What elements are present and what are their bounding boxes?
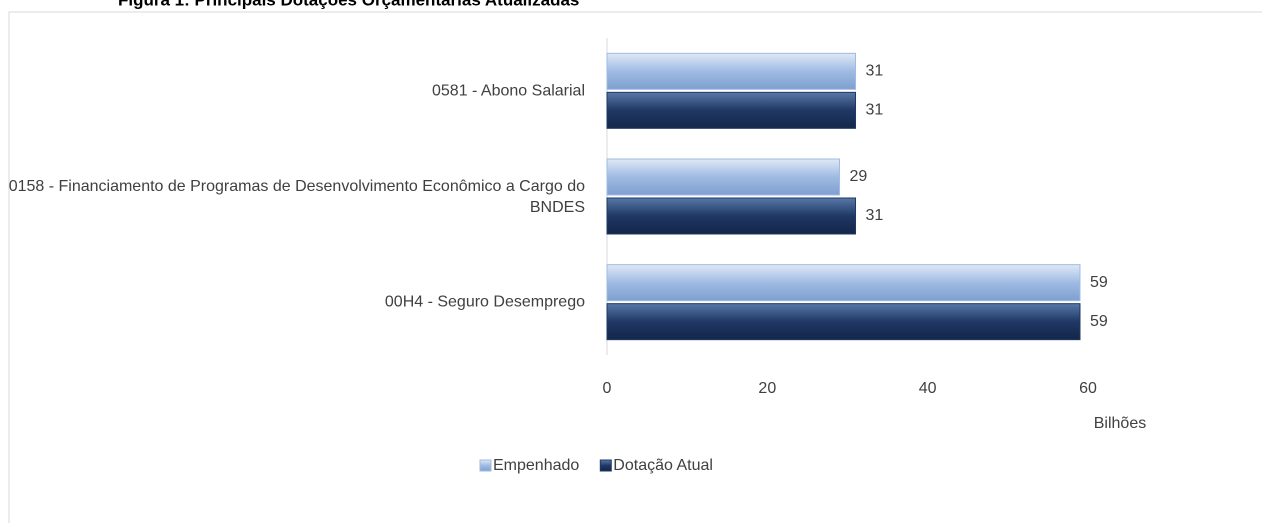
- bar: [606, 158, 840, 196]
- bar: [606, 264, 1081, 302]
- value-label: 31: [866, 207, 884, 224]
- x-axis-label: Bilhões: [1094, 415, 1146, 432]
- bar: [606, 91, 857, 129]
- legend-swatch: [479, 459, 492, 472]
- legend-label: Dotação Atual: [613, 457, 713, 474]
- x-tick-label: 0: [603, 380, 612, 397]
- y-tick-label: 00H4 - Seguro Desemprego: [384, 293, 585, 311]
- legend-swatch: [599, 459, 612, 472]
- x-tick-label: 60: [1079, 380, 1097, 397]
- legend-label: Empenhado: [493, 457, 579, 474]
- value-label: 59: [1090, 313, 1108, 330]
- value-label: 31: [866, 63, 884, 80]
- value-label: 31: [866, 102, 884, 119]
- y-tick-label: 0158 - Financiamento de Programas de Des…: [8, 177, 585, 216]
- chart-frame: [8, 11, 1262, 523]
- bar: [606, 303, 1081, 341]
- bar: [606, 52, 857, 90]
- chart-title: Figura 1: Principais Dotações Orçamentár…: [118, 0, 579, 9]
- y-tick-label: 0581 - Abono Salarial: [432, 82, 585, 100]
- x-tick-label: 20: [758, 380, 776, 397]
- bar: [606, 197, 857, 235]
- value-label: 29: [849, 168, 867, 185]
- value-label: 59: [1090, 274, 1108, 291]
- x-tick-label: 40: [919, 380, 937, 397]
